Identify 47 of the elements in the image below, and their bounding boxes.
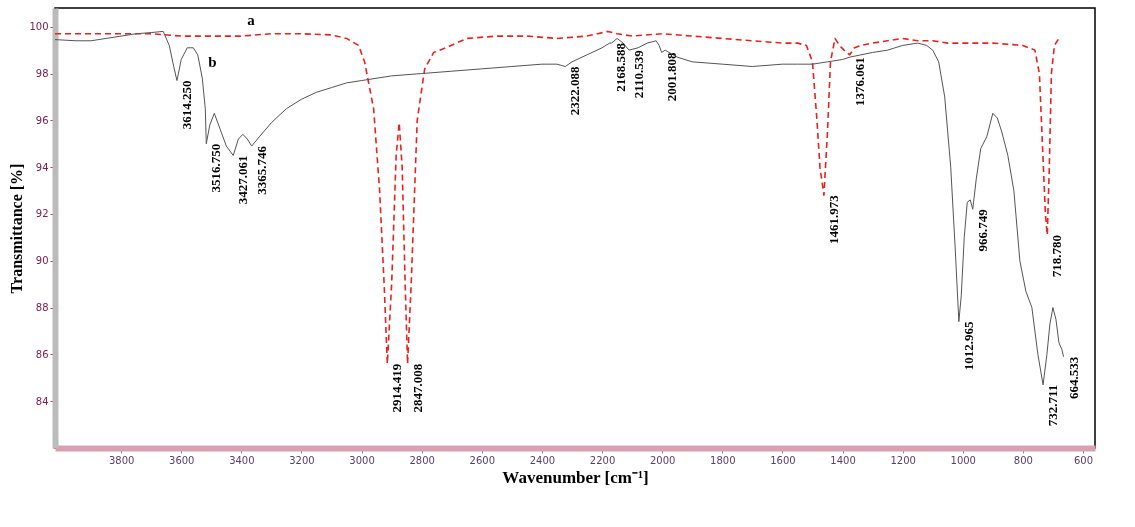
y-tick-label: 98	[35, 68, 49, 80]
x-tick-label: 3800	[108, 454, 135, 466]
annotation: 2914.419	[389, 363, 405, 413]
annotation: 2847.008	[409, 363, 425, 413]
annotation: 2322.088	[567, 66, 583, 116]
y-tick-label: 88	[35, 302, 49, 314]
annotation: 3614.250	[178, 80, 194, 130]
x-tick-label: 3600	[169, 454, 195, 466]
y-tick-label: 94	[35, 161, 49, 173]
annotation: 1012.965	[960, 321, 976, 371]
x-tick-label: 2000	[649, 454, 676, 466]
y-tick-label: 100	[29, 21, 49, 33]
x-tick-label: 2400	[529, 454, 556, 466]
annotation: 664.533	[1065, 356, 1081, 399]
x-tick-label: 2600	[469, 454, 496, 466]
annotation: 2110.539	[630, 49, 646, 99]
y-tick-label: 96	[35, 114, 49, 126]
y-tick-label: 86	[35, 348, 49, 360]
x-tick-label: 3400	[229, 454, 255, 466]
annotation: 3427.061	[235, 155, 251, 205]
x-tick-label: 1200	[890, 454, 916, 466]
annotation: 2168.588	[613, 42, 629, 92]
x-tick-label: 600	[1073, 454, 1094, 466]
series-label: a	[247, 12, 256, 29]
x-tick-label: 1600	[770, 454, 796, 466]
x-tick-label: 2800	[409, 454, 435, 466]
x-tick-label: 1800	[710, 454, 736, 466]
annotation: 966.749	[974, 208, 990, 252]
x-tick-label: 1400	[830, 454, 856, 466]
annotation: 2001.808	[663, 51, 679, 102]
x-tick-label: 800	[1013, 454, 1033, 466]
x-tick-label: 1000	[950, 454, 976, 466]
x-tick-label: 3200	[289, 454, 315, 466]
x-tick-label: 2200	[589, 454, 616, 466]
y-tick-label: 90	[35, 255, 49, 267]
annotation: 3516.750	[208, 143, 224, 193]
series-label: b	[208, 54, 217, 71]
y-tick-label: 92	[35, 208, 49, 220]
annotation: 3365.746	[253, 145, 269, 195]
annotation: 732.711	[1045, 384, 1061, 427]
x-axis-title: Wavenumber [cm⁻¹]	[502, 467, 649, 487]
annotation: 1461.973	[825, 194, 841, 244]
annotation: 1376.061	[851, 57, 867, 106]
x-tick-label: 3000	[349, 454, 375, 466]
y-axis-title: Transmittance [%]	[8, 163, 26, 294]
annotation: 718.780	[1049, 235, 1065, 278]
y-tick-label: 84	[35, 395, 49, 407]
